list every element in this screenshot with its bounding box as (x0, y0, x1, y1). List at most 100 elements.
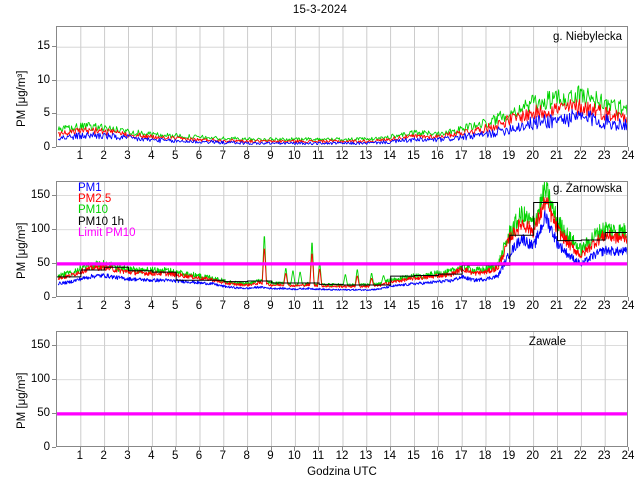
xtick-label-p3-7: 7 (219, 450, 227, 462)
ytick-mark-p2-2 (52, 228, 56, 230)
legend: PM1 PM2.5 PM10 PM10 1h Limit PM10 (78, 182, 136, 239)
xtick-label-p3-5: 5 (171, 450, 179, 462)
xtick-label-p1-7: 7 (219, 150, 227, 162)
ytick-label-p1-2: 10 (37, 73, 50, 86)
xtick-mark-p3-4 (151, 447, 153, 451)
plot-area-1 (56, 26, 628, 147)
y-axis-label-p3: PM [μg/m³] (16, 372, 28, 429)
ytick-label-p1-1: 5 (43, 107, 50, 120)
xtick-mark-p3-8 (246, 447, 248, 451)
xtick-mark-p2-21 (556, 297, 558, 301)
xtick-mark-p2-4 (151, 297, 153, 301)
xtick-mark-p1-9 (270, 147, 272, 151)
xtick-mark-p3-1 (79, 447, 81, 451)
xtick-mark-p2-7 (222, 297, 224, 301)
xtick-label-p3-18: 18 (478, 450, 492, 462)
legend-item-limit: Limit PM10 (78, 226, 136, 239)
ytick-mark-p3-1 (52, 412, 56, 414)
xtick-mark-p1-15 (413, 147, 415, 151)
xtick-label-p1-22: 22 (573, 150, 587, 162)
xtick-label-p1-3: 3 (124, 150, 131, 162)
xtick-label-p3-14: 14 (383, 450, 397, 462)
xtick-mark-p2-1 (79, 297, 81, 301)
site-label-1: g. Niebylecka (552, 31, 622, 43)
plot-canvas-2 (57, 182, 627, 296)
xtick-label-p3-22: 22 (573, 450, 587, 462)
xtick-label-p3-24: 24 (621, 450, 635, 462)
ytick-label-p1-3: 15 (37, 40, 50, 53)
xtick-mark-p2-11 (318, 297, 320, 301)
xtick-mark-p3-12 (342, 447, 343, 451)
xtick-mark-p1-7 (222, 147, 224, 151)
xtick-mark-p2-9 (270, 297, 272, 301)
xtick-mark-p2-14 (389, 297, 391, 301)
ytick-mark-p1-3 (52, 46, 56, 48)
xtick-mark-p2-23 (604, 297, 606, 301)
xtick-label-p1-9: 9 (267, 150, 274, 162)
ytick-label-p3-0: 0 (43, 441, 50, 453)
xtick-label-p1-10: 10 (287, 150, 301, 162)
xtick-label-p3-16: 16 (430, 450, 444, 462)
panel-zarnowska: PM1 PM2.5 PM10 PM10 1h Limit PM10 g. Żar… (56, 181, 628, 297)
xtick-label-p1-6: 6 (195, 150, 203, 162)
xtick-mark-p3-23 (604, 447, 606, 451)
xtick-mark-p3-9 (270, 447, 272, 451)
xtick-mark-p2-18 (485, 297, 486, 301)
xtick-label-p1-11: 11 (312, 150, 325, 162)
xtick-mark-p2-15 (413, 297, 415, 301)
xtick-mark-p3-2 (103, 447, 105, 451)
xtick-label-p2-15: 15 (407, 300, 420, 312)
xtick-label-p2-23: 23 (597, 300, 611, 312)
xtick-label-p2-19: 19 (502, 300, 516, 312)
xtick-label-p2-24: 24 (621, 300, 635, 312)
xtick-mark-p2-12 (342, 297, 343, 301)
xtick-mark-p2-22 (580, 297, 582, 301)
xtick-mark-p3-3 (127, 447, 129, 451)
legend-item-pm10: PM10 (78, 204, 109, 217)
ytick-label-p3-1: 50 (37, 406, 50, 419)
xtick-label-p1-20: 20 (526, 150, 540, 162)
xtick-mark-p2-13 (365, 297, 367, 301)
panel-niebylecka: g. Niebylecka (56, 26, 628, 147)
xtick-label-p3-6: 6 (195, 450, 203, 462)
xtick-label-p1-18: 18 (478, 150, 492, 162)
xtick-label-p2-10: 10 (287, 300, 301, 312)
ytick-mark-p3-3 (52, 344, 56, 346)
xtick-label-p1-12: 12 (335, 150, 349, 162)
ytick-mark-p1-1 (52, 113, 56, 115)
xtick-label-p2-5: 5 (171, 300, 179, 312)
xtick-label-p2-2: 2 (100, 300, 107, 312)
xtick-mark-p3-7 (222, 447, 224, 451)
xtick-mark-p2-24 (628, 297, 629, 301)
xtick-label-p3-20: 20 (526, 450, 540, 462)
xtick-label-p2-18: 18 (478, 300, 492, 312)
xtick-mark-p1-16 (437, 147, 439, 151)
xtick-mark-p2-20 (532, 297, 534, 301)
xtick-mark-p1-4 (151, 147, 153, 151)
xtick-label-p2-13: 13 (359, 300, 373, 312)
legend-item-pm25: PM2.5 (78, 193, 112, 206)
xtick-mark-p1-11 (318, 147, 320, 151)
xtick-label-p3-2: 2 (100, 450, 107, 462)
xtick-label-p2-6: 6 (195, 300, 203, 312)
xtick-label-p2-7: 7 (219, 300, 227, 312)
xtick-mark-p3-5 (175, 447, 177, 451)
xtick-label-p2-9: 9 (267, 300, 274, 312)
xtick-mark-p2-19 (508, 297, 510, 301)
ytick-label-p3-3: 150 (30, 338, 50, 351)
xtick-mark-p2-10 (294, 297, 296, 301)
xtick-label-p2-1: 1 (76, 300, 84, 312)
plot-area-3 (56, 331, 628, 447)
xtick-label-p2-20: 20 (526, 300, 540, 312)
xtick-mark-p1-6 (199, 147, 200, 151)
xtick-label-p3-15: 15 (407, 450, 420, 462)
xtick-label-p1-5: 5 (171, 150, 179, 162)
xtick-mark-p2-3 (127, 297, 129, 301)
plot-canvas-3 (57, 332, 627, 446)
panel-zawale: Zawale (56, 331, 628, 447)
xtick-mark-p1-19 (508, 147, 510, 151)
ytick-label-p2-3: 150 (30, 188, 50, 201)
xtick-label-p2-11: 11 (312, 300, 325, 312)
site-label-3: Zawale (528, 336, 566, 348)
xtick-mark-p3-14 (389, 447, 391, 451)
